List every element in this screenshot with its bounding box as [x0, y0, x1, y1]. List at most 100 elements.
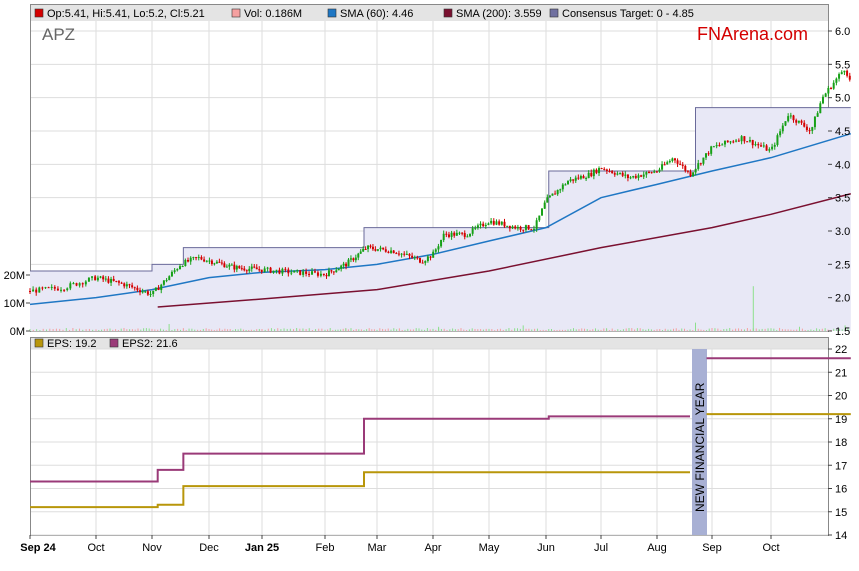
- candle-body: [592, 169, 595, 177]
- candle-body: [395, 253, 398, 255]
- candle-body: [405, 253, 408, 255]
- y-tick-label: 3.0: [835, 226, 850, 238]
- candle-body: [600, 168, 603, 170]
- candle-body: [666, 162, 669, 165]
- candle-body: [322, 273, 325, 275]
- candle-body: [492, 220, 495, 225]
- candle-body: [587, 172, 590, 179]
- candle-body: [374, 249, 377, 251]
- brand-logo: FNArena.com: [697, 24, 808, 44]
- candle-body: [645, 172, 648, 175]
- candle-body: [162, 280, 165, 285]
- candle-body: [362, 248, 365, 252]
- candle-body: [296, 270, 299, 272]
- candle-body: [737, 140, 740, 142]
- candle-body: [524, 225, 527, 230]
- candle-body: [781, 125, 784, 132]
- candle-body: [293, 270, 296, 273]
- eps-legend-bar: [31, 338, 828, 349]
- y-tick-label: 2.5: [835, 259, 850, 271]
- candle-body: [582, 176, 585, 179]
- candle-body: [797, 120, 800, 123]
- candle-body: [619, 172, 622, 174]
- candle-body: [484, 224, 487, 227]
- candle-body: [819, 103, 822, 114]
- candle-body: [541, 208, 544, 216]
- candle-body: [616, 173, 619, 175]
- candle-body: [400, 253, 403, 255]
- candle-body: [723, 140, 726, 145]
- candle-body: [746, 141, 749, 143]
- candle-body: [658, 169, 661, 172]
- legend-swatch: [327, 8, 337, 18]
- candle-body: [91, 276, 94, 278]
- candle-body: [773, 144, 776, 147]
- candle-body: [272, 270, 275, 273]
- candle-body: [490, 220, 493, 224]
- candle-body: [821, 96, 824, 104]
- candle-body: [210, 260, 213, 264]
- candle-body: [225, 266, 228, 268]
- candle-body: [626, 174, 629, 179]
- y-tick-label: 15: [835, 507, 847, 519]
- candle-body: [332, 271, 335, 273]
- y-tick-label: 5.0: [835, 93, 850, 105]
- candle-body: [197, 256, 200, 258]
- legend-label: SMA (200): 3.559: [456, 8, 542, 20]
- legend-swatch: [231, 8, 241, 18]
- candle-body: [245, 270, 248, 272]
- candle-body: [611, 171, 614, 174]
- y-tick-label: 20: [835, 391, 847, 403]
- candle-body: [689, 171, 692, 176]
- candle-body: [671, 158, 674, 161]
- x-tick-label: Feb: [316, 542, 335, 554]
- y-tick-label: 6.0: [835, 26, 850, 38]
- candle-body: [743, 136, 746, 142]
- candle-body: [376, 249, 379, 251]
- candle-body: [390, 250, 393, 253]
- candle-body: [479, 223, 482, 226]
- y-tick-label: 22: [835, 344, 847, 356]
- candle-body: [751, 140, 754, 146]
- candle-body: [278, 269, 281, 274]
- candle-body: [574, 177, 577, 181]
- candle-body: [694, 168, 697, 173]
- candle-body: [99, 276, 102, 278]
- candle-body: [32, 289, 35, 292]
- candle-body: [359, 251, 362, 254]
- candle-body: [269, 267, 272, 273]
- candle-body: [692, 172, 695, 176]
- candle-body: [548, 195, 551, 198]
- eps2-line: [30, 415, 690, 483]
- legend-label: SMA (60): 4.46: [340, 8, 413, 20]
- candle-body: [421, 262, 424, 264]
- candle-body: [535, 220, 538, 229]
- candle-body: [352, 258, 355, 261]
- candle-body: [567, 181, 569, 185]
- candle-body: [697, 163, 700, 169]
- candle-body: [367, 245, 370, 250]
- consensus-target-line: [30, 107, 851, 272]
- candle-body: [345, 263, 348, 267]
- y-tick-label: 14: [835, 530, 847, 542]
- candle-body: [447, 234, 450, 237]
- candle-body: [371, 246, 374, 250]
- candle-body: [437, 246, 440, 250]
- candle-body: [718, 145, 721, 147]
- candle-body: [255, 267, 258, 270]
- candle-body: [684, 165, 687, 171]
- candle-body: [178, 266, 181, 270]
- candle-body: [762, 145, 765, 147]
- candle-body: [337, 268, 340, 271]
- candle-body: [519, 226, 522, 230]
- candle-body: [187, 259, 190, 262]
- candle-body: [813, 116, 816, 128]
- candle-body: [319, 273, 322, 276]
- x-tick-label: Jul: [594, 542, 608, 554]
- candle-body: [313, 271, 316, 273]
- candle-body: [647, 172, 650, 174]
- candle-body: [458, 232, 461, 234]
- candle-body: [495, 221, 498, 225]
- candle-body: [789, 115, 792, 117]
- candle-body: [53, 286, 56, 289]
